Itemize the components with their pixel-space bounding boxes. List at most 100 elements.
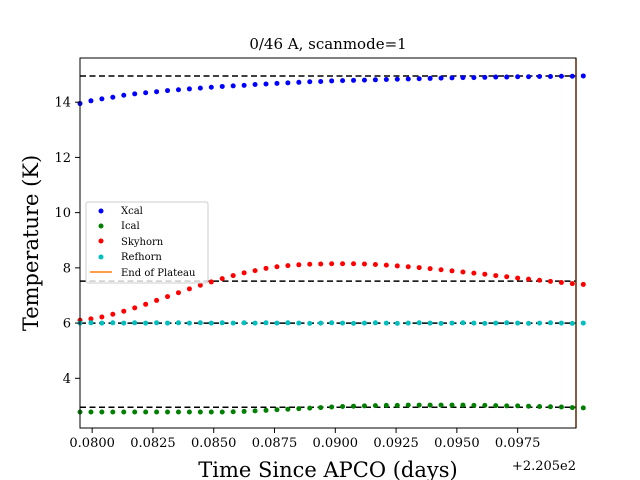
point-xcal [143,90,149,96]
point-xcal [482,74,488,80]
point-ical [351,403,357,409]
point-skyhorn [110,311,116,317]
point-xcal [547,74,553,79]
point-skyhorn [361,261,367,267]
point-ical [438,402,444,408]
chart-title: 0/46 A, scanmode=1 [249,35,406,53]
point-skyhorn [208,279,214,285]
point-ical [252,408,258,414]
point-xcal [372,77,378,83]
point-skyhorn [219,276,225,282]
point-skyhorn [252,268,258,274]
point-ical [263,407,269,413]
point-ical [219,409,225,415]
point-ical [143,409,149,415]
point-xcal [340,78,346,84]
point-ical [132,409,138,415]
point-refhorn [471,320,477,326]
point-xcal [208,84,214,90]
point-skyhorn [230,273,236,279]
point-skyhorn [241,270,247,276]
point-ical [318,405,324,411]
point-ical [460,402,466,408]
series-xcal [77,73,586,107]
point-ical [383,402,389,408]
point-xcal [230,83,236,89]
point-refhorn [197,320,203,326]
legend-label-end-of-plateau: End of Plateau [121,268,196,279]
point-skyhorn [493,273,499,279]
legend-item-ical: Ical [98,221,140,232]
point-xcal [361,77,367,83]
point-xcal [175,87,181,93]
point-xcal [460,75,466,81]
point-ical [208,409,214,415]
point-ical [558,404,564,410]
point-xcal [307,79,313,85]
point-skyhorn [88,316,94,322]
legend-label-refhorn: Refhorn [121,252,162,263]
point-refhorn [329,320,335,326]
point-ical [340,403,346,409]
point-refhorn [186,320,192,326]
point-refhorn [504,320,510,326]
legend-item-xcal: Xcal [98,206,143,217]
series-skyhorn [77,261,586,323]
point-ical [186,409,192,415]
x-tick-label: 0.0900 [313,436,359,451]
point-skyhorn [394,263,400,269]
point-skyhorn [515,275,521,281]
point-skyhorn [285,263,291,269]
y-tick-label: 10 [54,206,71,221]
point-ical [515,403,521,409]
point-skyhorn [471,270,477,276]
point-refhorn [416,320,422,326]
point-skyhorn [351,261,357,267]
point-skyhorn [558,279,564,285]
point-refhorn [569,320,575,326]
point-ical [504,403,510,409]
point-xcal [569,73,575,79]
point-refhorn [143,320,149,326]
point-skyhorn [569,281,575,287]
point-refhorn [165,320,171,326]
legend-frame [85,201,209,284]
point-ical [493,403,499,409]
point-ical [197,409,203,415]
point-xcal [110,94,116,100]
x-tick-label: 0.0800 [69,436,115,451]
point-ical [526,403,532,409]
point-ical [285,406,291,412]
point-refhorn [110,320,116,326]
point-skyhorn [416,265,422,271]
legend-marker-ical [98,223,104,229]
point-refhorn [252,320,258,326]
point-skyhorn [165,294,171,300]
x-tick-label: 0.0875 [252,436,298,451]
point-xcal [526,74,532,80]
point-ical [274,407,280,413]
point-refhorn [405,320,411,326]
point-refhorn [318,320,324,326]
point-skyhorn [482,271,488,277]
point-refhorn [558,320,564,326]
point-refhorn [340,320,346,326]
point-refhorn [208,320,214,326]
series-ical [77,402,586,415]
point-refhorn [361,320,367,326]
point-skyhorn [547,278,553,284]
point-xcal [405,76,411,82]
point-refhorn [547,320,553,326]
legend-marker-xcal [98,208,104,214]
point-xcal [449,75,455,81]
point-refhorn [263,320,269,326]
point-ical [241,408,247,414]
y-tick-label: 4 [63,372,71,387]
point-skyhorn [197,282,203,288]
point-refhorn [241,320,247,326]
point-ical [230,409,236,415]
point-xcal [504,74,510,80]
point-ical [329,404,335,410]
point-xcal [285,80,291,86]
point-refhorn [580,320,586,326]
